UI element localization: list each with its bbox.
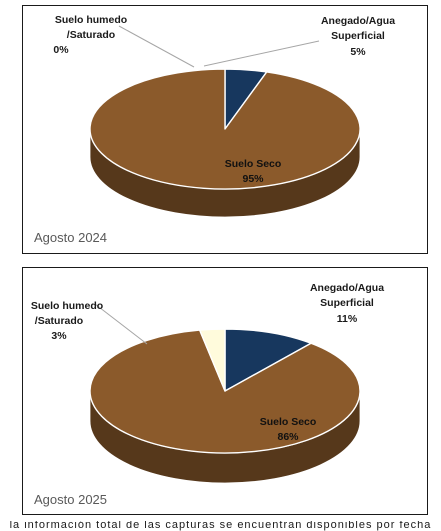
label-anegado-name-1: Anegado/Agua (321, 15, 395, 27)
label-seco-percent: 86% (277, 431, 299, 443)
period-label: Agosto 2025 (34, 492, 107, 507)
label-humedo-name-1: Suelo humedo (31, 300, 103, 312)
label-seco-name: Suelo Seco (260, 416, 317, 428)
label-humedo-percent: 0% (53, 44, 69, 56)
label-anegado-name-2: Superficial (331, 30, 385, 42)
label-seco-percent: 95% (242, 173, 264, 185)
pie-chart-2024: Suelo humedo /Saturado 0% Anegado/Agua S… (34, 14, 395, 245)
leader-line-suelo-humedo-saturado (118, 25, 195, 68)
label-anegado-percent: 11% (337, 313, 358, 325)
pie-slice-suelo-humedo-saturado (199, 328, 226, 392)
label-anegado-name-1: Anegado/Agua (310, 282, 384, 294)
pie-slice-suelo-seco (89, 68, 361, 190)
pie-chart-panel-2025: Suelo humedo /Saturado 3% Anegado/Agua S… (22, 267, 428, 515)
cut-off-caption: la información total de las capturas se … (9, 521, 432, 531)
pie-slice-anegado-agua-superficial (224, 328, 312, 392)
label-humedo-name-2: /Saturado (67, 29, 115, 41)
label-seco-name: Suelo Seco (225, 158, 282, 170)
leader-line-anegado-agua-superficial (203, 40, 320, 67)
label-anegado-name-2: Superficial (320, 297, 374, 309)
period-label: Agosto 2024 (34, 230, 107, 245)
pie-chart-panel-2024: Suelo humedo /Saturado 0% Anegado/Agua S… (22, 5, 428, 254)
leader-line-suelo-humedo-saturado (94, 303, 148, 345)
label-humedo-name-2: /Saturado (35, 315, 83, 327)
pie-chart-2025: Suelo humedo /Saturado 3% Anegado/Agua S… (31, 282, 384, 507)
label-anegado-percent: 5% (350, 46, 366, 58)
label-humedo-name-1: Suelo humedo (55, 14, 127, 26)
label-humedo-percent: 3% (51, 330, 67, 342)
